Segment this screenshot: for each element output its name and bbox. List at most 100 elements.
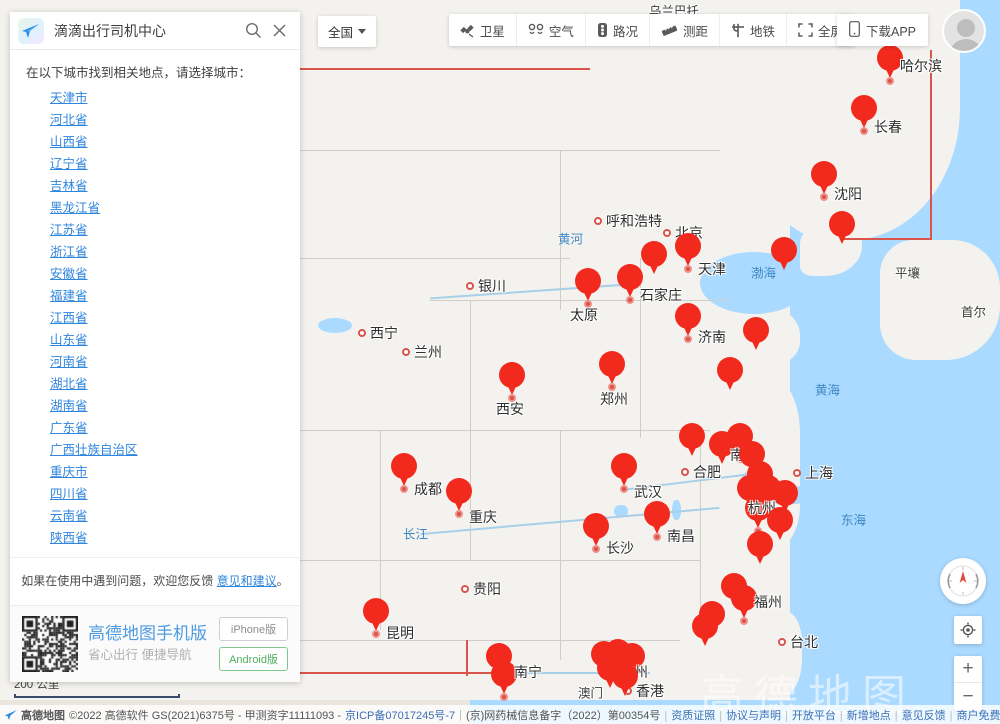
footer-sep: | — [459, 708, 462, 721]
footer-link[interactable]: 意见反馈 — [901, 709, 946, 722]
city-link[interactable]: 重庆市 — [50, 465, 88, 479]
marker-city-dot-icon — [740, 617, 748, 625]
iphone-download-button[interactable]: iPhone版 — [219, 617, 288, 641]
region-selector[interactable]: 全国 — [318, 16, 377, 47]
map-marker-pin[interactable] — [499, 362, 525, 396]
map-marker-pin[interactable] — [829, 211, 855, 245]
pin-head — [679, 423, 705, 449]
toolbar-item-测距[interactable]: 测距 — [650, 14, 720, 46]
android-download-button[interactable]: Android版 — [219, 647, 288, 671]
city-link[interactable]: 福建省 — [50, 289, 88, 303]
map-marker-pin[interactable] — [391, 453, 417, 487]
city-link[interactable]: 江苏省 — [50, 223, 88, 237]
toolbar-item-空气[interactable]: 空气 — [517, 14, 586, 46]
national-border-east — [930, 50, 932, 240]
search-icon[interactable] — [240, 18, 266, 44]
map-marker-pin[interactable] — [745, 495, 771, 529]
footer-link[interactable]: 协议与声明 — [726, 709, 782, 722]
map-marker-pin[interactable] — [612, 663, 638, 697]
map-marker-pin[interactable] — [617, 264, 643, 298]
map-marker-pin[interactable] — [599, 351, 625, 385]
footer-sep: | — [719, 709, 723, 722]
national-border-southwest2 — [466, 640, 468, 676]
map-marker-pin[interactable] — [877, 45, 903, 79]
pin-head — [829, 211, 855, 237]
city-link[interactable]: 广东省 — [50, 421, 88, 435]
pin-head — [675, 303, 701, 329]
city-link[interactable]: 陕西省 — [50, 531, 88, 545]
map-marker-pin[interactable] — [491, 661, 517, 695]
footer-icp-link[interactable]: 京ICP备07017245号-7 — [345, 709, 456, 722]
city-link[interactable]: 湖北省 — [50, 377, 88, 391]
zoom-out-button[interactable]: − — [962, 685, 974, 707]
map-marker-pin[interactable] — [675, 233, 701, 267]
map-marker-pin[interactable] — [644, 501, 670, 535]
map-marker-pin[interactable] — [717, 357, 743, 391]
city-link[interactable]: 云南省 — [50, 509, 88, 523]
map-marker-pin[interactable] — [641, 241, 667, 275]
city-link[interactable]: 湖南省 — [50, 399, 88, 413]
city-link[interactable]: 山西省 — [50, 135, 88, 149]
map-city-label: 合肥 — [693, 464, 721, 480]
map-marker-pin[interactable] — [743, 317, 769, 351]
search-input[interactable] — [50, 22, 240, 39]
city-link[interactable]: 山东省 — [50, 333, 88, 347]
footer-link[interactable]: 开放平台 — [791, 709, 836, 722]
compass-control[interactable] — [940, 558, 986, 604]
map-marker-pin[interactable] — [583, 513, 609, 547]
map-marker-pin[interactable] — [446, 478, 472, 512]
locate-button[interactable] — [954, 616, 982, 644]
footer-link[interactable]: 资质证照 — [671, 709, 716, 722]
city-link[interactable]: 安徽省 — [50, 267, 88, 281]
map-marker-pin[interactable] — [771, 237, 797, 271]
city-link[interactable]: 辽宁省 — [50, 157, 88, 171]
close-icon[interactable] — [266, 18, 292, 44]
app-promo: 高德地图手机版 省心出行 便捷导航 iPhone版 Android版 — [10, 605, 300, 682]
city-link[interactable]: 吉林省 — [50, 179, 88, 193]
map-marker-pin[interactable] — [709, 431, 735, 465]
pin-head — [611, 453, 637, 479]
map-marker-pin[interactable] — [767, 507, 793, 541]
zoom-in-button[interactable]: + — [954, 656, 982, 683]
marker-city-dot-icon — [455, 510, 463, 518]
footer-link[interactable]: 商户免费标注 — [956, 709, 1000, 722]
footer-brand: 高德地图 — [21, 709, 65, 722]
city-link[interactable]: 四川省 — [50, 487, 88, 501]
city-link[interactable]: 江西省 — [50, 311, 88, 325]
map-marker-pin[interactable] — [611, 453, 637, 487]
map-marker-pin[interactable] — [363, 598, 389, 632]
pin-head — [491, 661, 517, 687]
toolbar-item-label: 卫星 — [479, 24, 505, 39]
province-border — [700, 430, 701, 620]
city-link[interactable]: 河南省 — [50, 355, 88, 369]
pin-head — [391, 453, 417, 479]
toolbar-item-路况[interactable]: 路况 — [586, 14, 650, 46]
city-dot-icon — [793, 469, 801, 477]
toolbar-item-地铁[interactable]: 地铁 — [720, 14, 787, 46]
river-zhujiang — [500, 672, 650, 674]
air-quality-icon — [528, 23, 544, 37]
map-marker-pin[interactable] — [811, 161, 837, 195]
map-marker-label: 郑州 — [600, 391, 628, 407]
footer-link[interactable]: 新增地点 — [846, 709, 891, 722]
map-marker-pin[interactable] — [575, 268, 601, 302]
city-link[interactable]: 黑龙江省 — [50, 201, 101, 215]
feedback-link[interactable]: 意见和建议 — [216, 574, 277, 588]
landmass-southeast-coast — [620, 540, 760, 690]
city-dot-icon — [594, 217, 602, 225]
avatar[interactable] — [942, 9, 986, 53]
map-marker-pin[interactable] — [692, 613, 718, 647]
map-marker-pin[interactable] — [679, 423, 705, 457]
toolbar-item-卫星[interactable]: 卫星 — [449, 14, 517, 46]
city-link[interactable]: 广西壮族自治区 — [50, 443, 138, 457]
map-marker-pin[interactable] — [851, 95, 877, 129]
city-link[interactable]: 浙江省 — [50, 245, 88, 259]
city-link[interactable]: 河北省 — [50, 113, 88, 127]
map-marker-pin[interactable] — [747, 531, 773, 565]
download-app-button[interactable]: 下载APP — [836, 14, 928, 46]
toolbar-item-全屏[interactable]: 全屏 — [787, 14, 854, 46]
map-marker-pin[interactable] — [731, 585, 757, 619]
city-link[interactable]: 天津市 — [50, 91, 88, 105]
map-marker-pin[interactable] — [675, 303, 701, 337]
